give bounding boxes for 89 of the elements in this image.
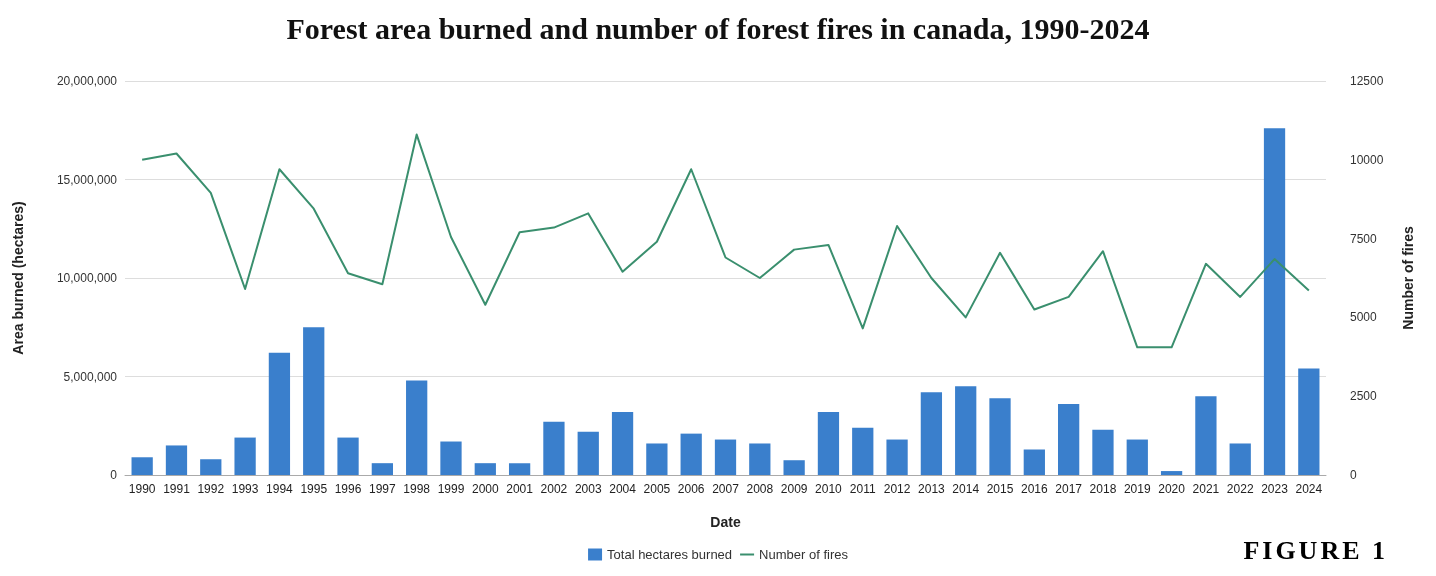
bar: [268, 352, 291, 475]
bar: [1298, 368, 1320, 475]
bar: [989, 398, 1011, 475]
x-tick-label: 1999: [437, 482, 465, 496]
bar: [337, 437, 359, 475]
x-axis-title: Date: [710, 514, 741, 530]
x-tick-label: 2023: [1261, 482, 1289, 496]
x-tick-label: 2019: [1123, 482, 1151, 496]
x-tick-label: 1993: [231, 482, 259, 496]
bar: [200, 459, 222, 475]
bar: [406, 380, 428, 475]
y2-tick-label: 2500: [1350, 389, 1378, 404]
bar: [817, 411, 840, 475]
bar: [1058, 404, 1080, 475]
bar: [749, 443, 771, 475]
bar: [680, 433, 702, 475]
x-tick-label: 2014: [952, 482, 980, 496]
bar: [131, 457, 153, 475]
x-tick-label: 2015: [986, 482, 1014, 496]
y-axis-title: Area burned (hectares): [10, 201, 26, 355]
x-tick-label: 1997: [369, 482, 397, 496]
caption: FIGURE 1: [1243, 536, 1388, 566]
x-tick-label: 1996: [334, 482, 362, 496]
y2-tick-label: 7500: [1350, 231, 1378, 246]
y2-tick-label: 12500: [1350, 74, 1384, 88]
bar: [611, 411, 634, 475]
bar: [1160, 471, 1183, 475]
chart-title: Forest area burned and number of forest fires in canada, 1990-2024: [286, 11, 1150, 45]
bar: [1126, 439, 1148, 475]
bar: [1263, 128, 1286, 475]
legend-label: Total hectares burned: [607, 547, 733, 562]
x-tick-label: 2012: [883, 482, 911, 496]
x-tick-label: 1991: [163, 482, 191, 496]
bar: [474, 463, 496, 475]
x-tick-label: 2008: [746, 482, 774, 496]
legend-label: Number of fires: [759, 547, 849, 562]
x-tick-label: 1995: [300, 482, 328, 496]
x-tick-label: 2021: [1192, 482, 1220, 496]
x-tick-label: 2010: [815, 482, 843, 496]
bar: [1195, 396, 1217, 475]
y-tick-label: 0: [110, 468, 118, 482]
x-tick-label: 2013: [918, 482, 946, 496]
y2-tick-label: 0: [1350, 468, 1357, 482]
bar: [920, 392, 943, 475]
bar: [440, 441, 462, 475]
x-tick-label: 1990: [128, 482, 156, 496]
bar: [1229, 443, 1251, 475]
y2-axis-title: Number of fires: [1400, 226, 1416, 330]
x-tick-label: 2024: [1295, 482, 1323, 496]
x-tick-label: 1994: [266, 482, 294, 496]
x-tick-label: 2011: [849, 482, 876, 496]
x-tick-label: 2016: [1020, 482, 1048, 496]
bar: [1023, 449, 1045, 475]
bar: [371, 463, 393, 475]
bar: [852, 427, 874, 475]
x-tick-label: 2006: [677, 482, 705, 496]
line-series: [141, 133, 1310, 349]
x-tick-label: 2001: [506, 482, 534, 496]
x-tick-label: 2003: [574, 482, 602, 496]
bar: [165, 445, 188, 475]
x-tick-label: 2020: [1158, 482, 1186, 496]
bar: [1092, 429, 1114, 475]
y-tick-label: 5,000,000: [63, 369, 118, 384]
x-tick-label: 1998: [403, 482, 431, 496]
y-tick-label: 20,000,000: [56, 74, 118, 88]
bar: [955, 386, 977, 475]
x-tick-label: 2017: [1055, 482, 1083, 496]
x-tick-label: 2002: [540, 482, 568, 496]
bar: [234, 437, 256, 475]
bar: [508, 463, 531, 475]
x-tick-label: 2007: [712, 482, 740, 496]
x-tick-label: 2004: [609, 482, 637, 496]
x-tick-label: 2018: [1089, 482, 1117, 496]
y-tick-label: 10,000,000: [56, 271, 118, 285]
x-tick-label: 2022: [1226, 482, 1254, 496]
bar: [783, 460, 805, 475]
bar: [543, 421, 565, 475]
bar: [646, 443, 668, 475]
x-tick-label: 2009: [780, 482, 808, 496]
y2-tick-label: 10000: [1350, 152, 1384, 167]
bar: [577, 431, 599, 475]
y2-tick-label: 5000: [1350, 310, 1378, 325]
y-tick-label: 15,000,000: [56, 172, 118, 187]
bar: [714, 439, 737, 475]
bar: [303, 327, 325, 475]
bar: [886, 439, 908, 475]
x-tick-label: 2005: [643, 482, 671, 496]
x-tick-label: 1992: [197, 482, 225, 496]
x-tick-label: 2000: [471, 482, 499, 496]
